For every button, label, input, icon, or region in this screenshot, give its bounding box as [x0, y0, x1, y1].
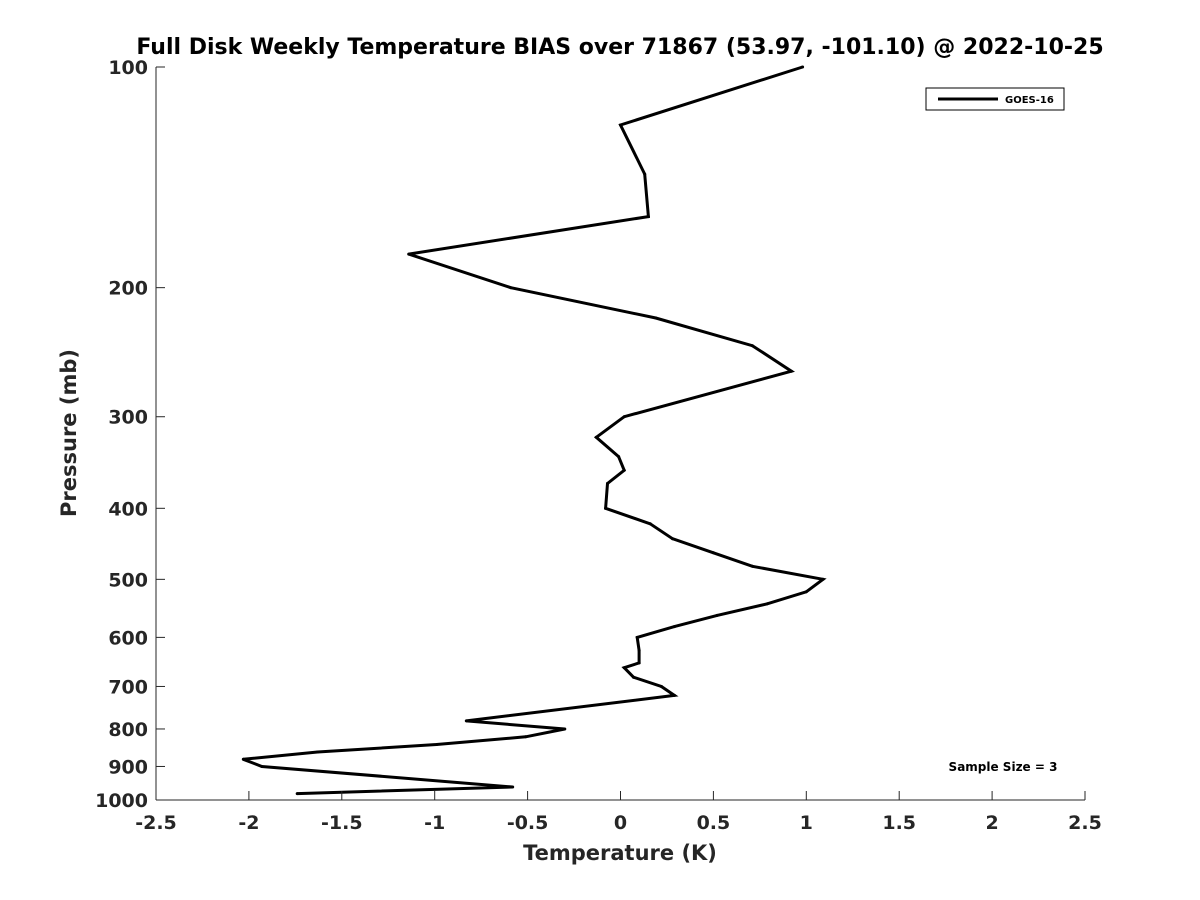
- legend-label-goes-16: GOES-16: [1005, 95, 1054, 106]
- data-point: [646, 215, 650, 219]
- y-tick-label: 1000: [95, 790, 148, 812]
- x-axis-ticks: -2.5 -2 -1.5 -1 -0.5 0 0.5 1 1.5 2 2.5: [135, 791, 1102, 834]
- series-line-goes-16: [242, 65, 827, 796]
- data-point: [464, 719, 468, 723]
- data-point: [524, 735, 528, 739]
- x-tick-label: -1.5: [321, 812, 363, 834]
- data-point: [622, 468, 626, 472]
- x-tick-label: 1.5: [882, 812, 916, 834]
- data-point: [648, 522, 652, 526]
- data-point: [659, 685, 663, 688]
- data-point: [750, 344, 754, 348]
- x-tick-label: 0.5: [697, 812, 731, 834]
- data-point: [617, 455, 621, 459]
- x-tick-label: -1: [424, 812, 445, 834]
- y-axis-ticks: 100 200 300 400 500 600 700 800 900 1000: [95, 57, 165, 812]
- sample-size-annotation: Sample Size = 3: [949, 760, 1058, 774]
- data-point: [801, 65, 805, 69]
- data-point: [604, 506, 608, 510]
- x-tick-label: 2.5: [1068, 812, 1102, 834]
- data-point: [672, 693, 676, 697]
- x-tick-label: 0: [614, 812, 627, 834]
- data-point: [654, 316, 658, 320]
- data-point: [511, 785, 515, 789]
- data-point: [295, 792, 299, 796]
- data-point: [637, 661, 641, 665]
- y-tick-label: 500: [108, 569, 148, 591]
- data-point: [821, 577, 825, 581]
- data-point: [509, 286, 513, 290]
- y-tick-label: 300: [108, 407, 148, 429]
- y-tick-label: 900: [108, 756, 148, 778]
- legend: GOES-16: [925, 87, 1065, 111]
- x-tick-label: -2: [238, 812, 259, 834]
- x-axis-label: Temperature (K): [523, 841, 717, 865]
- data-point: [407, 252, 411, 256]
- y-tick-label: 100: [108, 57, 148, 79]
- data-point: [711, 551, 715, 555]
- data-point: [563, 727, 567, 731]
- data-point: [635, 635, 639, 639]
- data-point: [715, 613, 719, 617]
- data-point: [765, 602, 769, 606]
- data-point: [789, 369, 793, 373]
- x-tick-label: 2: [985, 812, 998, 834]
- data-point: [241, 757, 245, 761]
- x-tick-label: 1: [800, 812, 813, 834]
- data-point: [622, 666, 626, 670]
- data-point: [671, 537, 674, 541]
- data-point: [637, 648, 641, 652]
- data-point: [643, 172, 647, 176]
- y-tick-label: 200: [108, 278, 148, 300]
- data-point: [606, 482, 609, 485]
- y-tick-label: 600: [108, 627, 148, 649]
- data-point: [594, 435, 598, 439]
- x-tick-label: -0.5: [507, 812, 549, 834]
- y-tick-label: 800: [108, 719, 148, 741]
- data-point: [435, 743, 439, 746]
- chart-title: Full Disk Weekly Temperature BIAS over 7…: [136, 35, 1103, 60]
- data-point: [804, 590, 808, 594]
- data-point: [750, 564, 754, 568]
- y-tick-label: 400: [108, 498, 148, 520]
- y-axis-label: Pressure (mb): [57, 349, 81, 517]
- data-point: [619, 123, 622, 127]
- y-tick-label: 700: [108, 676, 148, 698]
- data-point: [316, 750, 320, 754]
- plot-area: [155, 65, 1085, 801]
- data-point: [632, 675, 635, 679]
- data-point: [672, 625, 676, 629]
- data-point: [622, 415, 626, 419]
- data-point: [260, 765, 264, 768]
- x-tick-label: -2.5: [135, 812, 177, 834]
